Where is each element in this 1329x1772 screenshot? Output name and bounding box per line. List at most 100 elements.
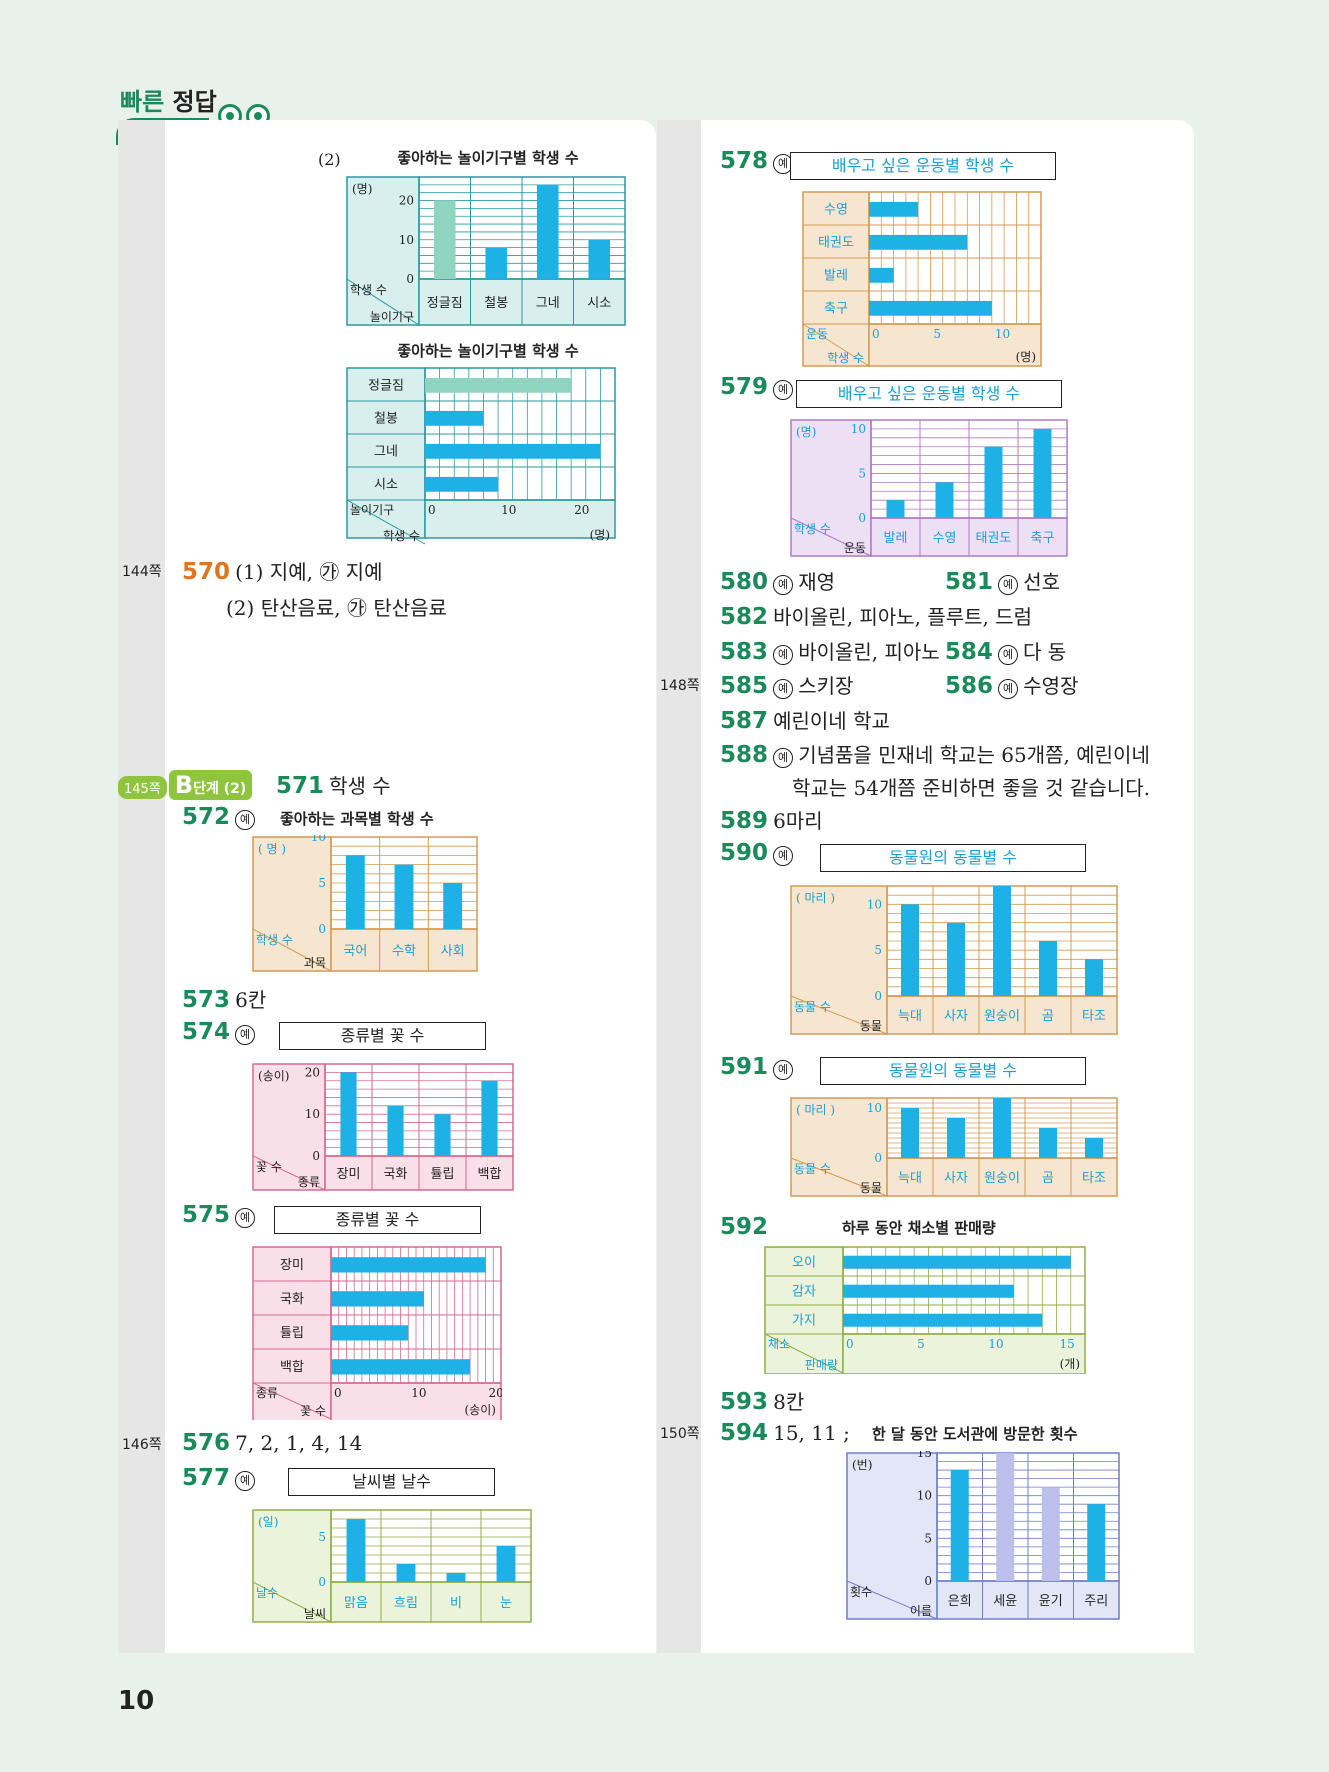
tick-label: 5 (874, 943, 882, 957)
chart-title-570b: 좋아하는 놀이기구별 학생 수 (397, 342, 579, 360)
q571-number: 571 (276, 773, 325, 799)
chart-label-area (252, 1063, 326, 1191)
category-label: 발레 (884, 531, 908, 546)
header-title-b: 정답 (172, 88, 217, 116)
bar (433, 200, 456, 279)
example-mark: 예 (235, 1207, 256, 1228)
q585-number: 585 (720, 673, 769, 699)
tick-label: 10 (995, 327, 1010, 341)
page-ref-150: 150쪽 (660, 1426, 700, 1442)
bar-chart-591: 늑대 사자 원숭이 곰 타조 0 10 ( 마리 ) 동물 수동물 (790, 1097, 1118, 1197)
tick-label: 0 (872, 327, 880, 341)
q586: 586 예 수영장 (945, 670, 1078, 699)
corner-diagonal (764, 1333, 844, 1374)
plot-frame (324, 1063, 514, 1157)
category-label: 튤립 (431, 1167, 455, 1182)
q591-number: 591 (720, 1054, 769, 1080)
q589-answer: 6마리 (773, 809, 823, 833)
example-mark: 예 (235, 809, 256, 830)
q588-line1: 기념품을 민재네 학교는 65개쯤, 예린이네 (798, 743, 1150, 767)
corner-diagonal (252, 1382, 332, 1420)
bar (331, 1291, 424, 1307)
q588-line2: 학교는 54개쯤 준비하면 좋을 것 같습니다. (792, 776, 1150, 800)
bar (993, 1098, 1011, 1158)
corner-top-label: 학생 수 (794, 522, 831, 536)
corner-top-label: 운동 (806, 327, 828, 341)
q578-number: 578 (720, 148, 769, 174)
chart-title-570a: 좋아하는 놀이기구별 학생 수 (397, 149, 579, 167)
category-label: 시소 (587, 296, 611, 311)
corner-top-label: 횟수 (850, 1585, 872, 1599)
tick-label: 5 (917, 1337, 925, 1351)
corner-diagonal (346, 499, 426, 545)
chart-label-area (764, 1246, 844, 1374)
tick-label: 0 (318, 1575, 326, 1589)
bar (947, 1118, 965, 1158)
category-label: 철봉 (484, 296, 508, 311)
q572: 572 예 (182, 804, 256, 830)
q573-number: 573 (182, 987, 231, 1013)
category-label: 축구 (824, 302, 848, 317)
q589: 589 6마리 (720, 805, 823, 834)
category-label: 주리 (1084, 1594, 1108, 1609)
corner-top-label: 채소 (768, 1337, 790, 1351)
example-mark: 예 (773, 747, 794, 768)
bar (1085, 1138, 1103, 1158)
category-label: 정글짐 (427, 296, 463, 311)
chart-title-591: 동물원의 동물별 수 (820, 1057, 1086, 1085)
corner-diagonal (790, 517, 872, 557)
bar (346, 1519, 366, 1582)
chart-title-572: 좋아하는 과목별 학생 수 (280, 810, 434, 828)
category-label: 시소 (374, 478, 398, 493)
category-label: 비 (450, 1596, 462, 1611)
corner-top-label: 꽃 수 (256, 1160, 282, 1174)
tick-label: 5 (924, 1531, 932, 1545)
bar (345, 855, 365, 929)
bar (869, 267, 894, 283)
bar (843, 1313, 1043, 1327)
bar (950, 1470, 969, 1581)
q582: 582 바이올린, 피아노, 플루트, 드럼 (720, 601, 1032, 630)
category-label: 타조 (1082, 1009, 1106, 1024)
plot-frame (418, 176, 626, 280)
corner-top-label: 동물 수 (794, 1000, 831, 1014)
bar (1039, 941, 1057, 996)
tick-label: 0 (406, 272, 414, 286)
bar (496, 1546, 516, 1582)
q580-answer: 재영 (798, 570, 836, 594)
tick-label: 0 (318, 922, 326, 936)
example-mark: 예 (235, 1470, 256, 1491)
q589-number: 589 (720, 808, 769, 834)
category-label: 국화 (280, 1292, 304, 1307)
category-label: 곰 (1042, 1009, 1054, 1024)
unit-label: (번) (852, 1458, 872, 1472)
corner-diagonal (252, 1581, 332, 1623)
q573: 573 6칸 (182, 984, 266, 1013)
category-label: 맑음 (344, 1596, 368, 1611)
q574: 574 예 (182, 1019, 256, 1045)
bar (993, 886, 1011, 996)
tick-label: 0 (874, 989, 882, 1003)
bar (434, 1114, 451, 1156)
corner-bottom-label: 판매량 (805, 1358, 838, 1372)
right-gutter (657, 120, 701, 1653)
q587: 587 예린이네 학교 (720, 705, 890, 734)
bar (331, 1257, 486, 1273)
chart-label-area (846, 1452, 938, 1620)
page-ref-144: 144쪽 (122, 564, 162, 580)
bar (1041, 1487, 1060, 1581)
corner-top-label: 놀이기구 (350, 503, 394, 517)
stage-letter: B (174, 771, 194, 799)
corner-diagonal (790, 995, 888, 1035)
tick-label: 0 (846, 1337, 854, 1351)
q581: 581 예 선호 (945, 566, 1060, 595)
q592: 592 (720, 1214, 768, 1240)
corner-bottom-label: 학생 수 (383, 529, 420, 543)
category-label: 발레 (824, 269, 848, 284)
q582-answer: 바이올린, 피아노, 플루트, 드럼 (773, 605, 1033, 629)
unit-label: (명) (590, 528, 610, 542)
